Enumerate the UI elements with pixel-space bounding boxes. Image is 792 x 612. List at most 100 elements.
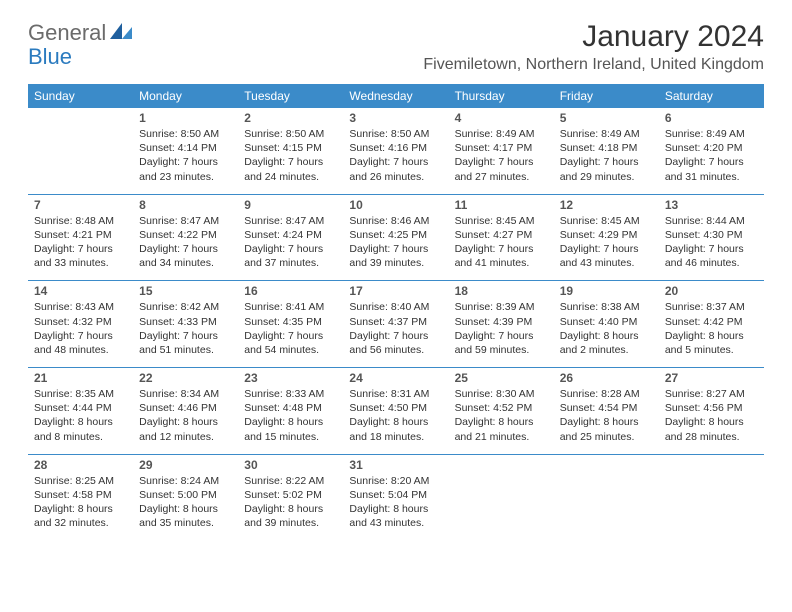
daylight-text-1: Daylight: 7 hours (665, 155, 758, 169)
calendar-cell: 6Sunrise: 8:49 AMSunset: 4:20 PMDaylight… (659, 108, 764, 194)
day-headers-row: SundayMondayTuesdayWednesdayThursdayFrid… (28, 84, 764, 108)
daylight-text-1: Daylight: 7 hours (560, 242, 653, 256)
daylight-text-1: Daylight: 7 hours (349, 155, 442, 169)
daylight-text-1: Daylight: 8 hours (244, 415, 337, 429)
calendar-cell: 18Sunrise: 8:39 AMSunset: 4:39 PMDayligh… (449, 281, 554, 367)
calendar-cell: 30Sunrise: 8:22 AMSunset: 5:02 PMDayligh… (238, 455, 343, 541)
day-info: Sunrise: 8:50 AMSunset: 4:14 PMDaylight:… (139, 127, 232, 184)
sunrise-text: Sunrise: 8:24 AM (139, 474, 232, 488)
daylight-text-2: and 35 minutes. (139, 516, 232, 530)
sunset-text: Sunset: 4:17 PM (455, 141, 548, 155)
daylight-text-1: Daylight: 8 hours (349, 415, 442, 429)
calendar-cell: 28 Sunrise: 8:25 AMSunset: 4:58 PMDayligh… (28, 455, 133, 541)
calendar-cell: 29Sunrise: 8:24 AMSunset: 5:00 PMDayligh… (133, 455, 238, 541)
day-number: 31 (349, 458, 442, 472)
sunrise-text: Sunrise: 8:46 AM (349, 214, 442, 228)
daylight-text-1: Daylight: 8 hours (349, 502, 442, 516)
day-number: 8 (139, 198, 232, 212)
day-info: Sunrise: 8:25 AMSunset: 4:58 PMDaylight:… (34, 474, 127, 531)
daylight-text-1: Daylight: 8 hours (560, 415, 653, 429)
calendar-cell (449, 455, 554, 541)
week-row: 7 Sunrise: 8:48 AMSunset: 4:21 PM Daylight… (28, 195, 764, 282)
calendar-cell: 17Sunrise: 8:40 AMSunset: 4:37 PMDayligh… (343, 281, 448, 367)
sunset-text: Sunset: 4:40 PM (560, 315, 653, 329)
day-info: Sunrise: 8:31 AMSunset: 4:50 PMDaylight:… (349, 387, 442, 444)
sunrise-text: Sunrise: 8:38 AM (560, 300, 653, 314)
day-number: 28 (34, 458, 127, 472)
sunset-text: Sunset: 4:58 PM (34, 488, 127, 502)
day-info: Sunrise: 8:34 AMSunset: 4:46 PMDaylight:… (139, 387, 232, 444)
day-number: 4 (455, 111, 548, 125)
day-number: 7 (34, 198, 127, 212)
calendar-cell: 5Sunrise: 8:49 AMSunset: 4:18 PMDaylight… (554, 108, 659, 194)
sunrise-text: Sunrise: 8:30 AM (455, 387, 548, 401)
day-info: Sunrise: 8:39 AMSunset: 4:39 PMDaylight:… (455, 300, 548, 357)
calendar-cell: 9Sunrise: 8:47 AMSunset: 4:24 PMDaylight… (238, 195, 343, 281)
daylight-text-2: and 28 minutes. (665, 430, 758, 444)
daylight-text-2: and 56 minutes. (349, 343, 442, 357)
calendar-cell: 16Sunrise: 8:41 AMSunset: 4:35 PMDayligh… (238, 281, 343, 367)
day-info: Sunrise: 8:33 AMSunset: 4:48 PMDaylight:… (244, 387, 337, 444)
header: General January 2024 Fivemiletown, North… (28, 20, 764, 74)
week-row: 28Sunrise: 8:25 AMSunset: 4:58 PMDayligh… (28, 455, 764, 541)
daylight-text-1: Daylight: 8 hours (139, 415, 232, 429)
day-number: 26 (560, 371, 653, 385)
day-number: 10 (349, 198, 442, 212)
daylight-text-1: Daylight: 7 hours (244, 155, 337, 169)
sunrise-text: Sunrise: 8:34 AM (139, 387, 232, 401)
weeks-container: 1Sunrise: 8:50 AMSunset: 4:14 PMDaylight… (28, 108, 764, 540)
sunset-text: Sunset: 4:56 PM (665, 401, 758, 415)
calendar-cell: 31Sunrise: 8:20 AMSunset: 5:04 PMDayligh… (343, 455, 448, 541)
week-row: 21Sunrise: 8:35 AMSunset: 4:44 PMDayligh… (28, 368, 764, 455)
sunrise-text: Sunrise: 8:37 AM (665, 300, 758, 314)
daylight-text-1: Daylight: 7 hours (455, 329, 548, 343)
day-info: Sunrise: 8:30 AMSunset: 4:52 PMDaylight:… (455, 387, 548, 444)
sunset-text: Sunset: 4:27 PM (455, 228, 548, 242)
daylight-text-2: and 25 minutes. (560, 430, 653, 444)
sunrise-text: Sunrise: 8:25 AM (34, 474, 127, 488)
day-info: Sunrise: 8:46 AMSunset: 4:25 PMDaylight:… (349, 214, 442, 271)
daylight-text-2: and 24 minutes. (244, 170, 337, 184)
day-info: Sunrise: 8:27 AMSunset: 4:56 PMDaylight:… (665, 387, 758, 444)
logo-text-general: General (28, 20, 106, 46)
day-info: Sunrise: 8:50 AMSunset: 4:16 PMDaylight:… (349, 127, 442, 184)
daylight-text-2: and 15 minutes. (244, 430, 337, 444)
sunset-text: Sunset: 4:21 PM (34, 228, 127, 242)
day-header: Tuesday (238, 84, 343, 108)
sunrise-text: Sunrise: 8:42 AM (139, 300, 232, 314)
daylight-text-2: and 59 minutes. (455, 343, 548, 357)
day-number: 13 (665, 198, 758, 212)
sunrise-text: Sunrise: 8:48 AM (34, 214, 127, 228)
calendar-cell: 8Sunrise: 8:47 AMSunset: 4:22 PMDaylight… (133, 195, 238, 281)
daylight-text-2: and 39 minutes. (349, 256, 442, 270)
sunset-text: Sunset: 4:54 PM (560, 401, 653, 415)
calendar-cell: 7Sunrise: 8:48 AMSunset: 4:21 PMDaylight… (28, 195, 133, 281)
day-info: Sunrise: 8:24 AMSunset: 5:00 PMDaylight:… (139, 474, 232, 531)
daylight-text-1: Daylight: 7 hours (34, 329, 127, 343)
daylight-text-1: Daylight: 8 hours (34, 415, 127, 429)
calendar-cell: 19Sunrise: 8:38 AMSunset: 4:40 PMDayligh… (554, 281, 659, 367)
day-number: 20 (665, 284, 758, 298)
calendar-cell: 3Sunrise: 8:50 AMSunset: 4:16 PMDaylight… (343, 108, 448, 194)
day-number: 5 (560, 111, 653, 125)
day-info: Sunrise: 8:45 AMSunset: 4:29 PMDaylight:… (560, 214, 653, 271)
sunrise-text: Sunrise: 8:41 AM (244, 300, 337, 314)
day-info: Sunrise: 8:35 AMSunset: 4:44 PMDaylight:… (34, 387, 127, 444)
calendar-cell: 1Sunrise: 8:50 AMSunset: 4:14 PMDaylight… (133, 108, 238, 194)
daylight-text-1: Daylight: 8 hours (244, 502, 337, 516)
day-header: Saturday (659, 84, 764, 108)
daylight-text-2: and 32 minutes. (34, 516, 127, 530)
sunrise-text: Sunrise: 8:49 AM (665, 127, 758, 141)
day-header: Sunday (28, 84, 133, 108)
sunset-text: Sunset: 4:48 PM (244, 401, 337, 415)
day-header: Thursday (449, 84, 554, 108)
week-row: 14Sunrise: 8:43 AMSunset: 4:32 PMDayligh… (28, 281, 764, 368)
day-number: 25 (455, 371, 548, 385)
sunrise-text: Sunrise: 8:35 AM (34, 387, 127, 401)
sunset-text: Sunset: 5:04 PM (349, 488, 442, 502)
daylight-text-2: and 34 minutes. (139, 256, 232, 270)
daylight-text-1: Daylight: 7 hours (665, 242, 758, 256)
day-info: Sunrise: 8:28 AMSunset: 4:54 PMDaylight:… (560, 387, 653, 444)
calendar-cell: 22Sunrise: 8:34 AMSunset: 4:46 PMDayligh… (133, 368, 238, 454)
daylight-text-2: and 21 minutes. (455, 430, 548, 444)
